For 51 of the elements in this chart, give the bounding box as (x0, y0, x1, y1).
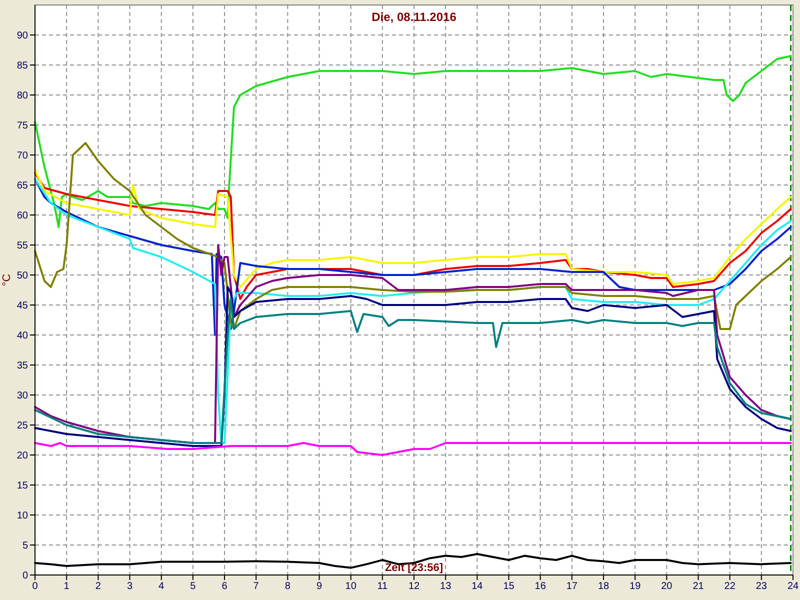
x-tick-label: 9 (316, 581, 322, 592)
y-tick-label: 25 (16, 420, 28, 432)
x-tick-label: 6 (222, 581, 228, 592)
x-tick-label: 13 (440, 581, 452, 592)
y-tick-label: 65 (16, 180, 28, 192)
y-tick-label: 0 (22, 570, 28, 582)
line-series (34, 142, 792, 330)
x-tick-label: 12 (408, 581, 420, 592)
x-tick-label: 15 (503, 581, 515, 592)
x-tick-label: 2 (95, 581, 102, 592)
y-tick-label: 85 (16, 60, 28, 72)
x-tick-label: 17 (566, 581, 578, 592)
x-tick-label: 4 (158, 581, 165, 592)
y-tick-label: 5 (22, 540, 28, 552)
x-tick-label: 18 (598, 581, 610, 592)
y-tick-label: 20 (16, 450, 28, 462)
y-tick-label: 80 (16, 90, 28, 102)
chart-title: Die, 08.11.2016 (372, 10, 457, 24)
y-tick-label: 15 (16, 480, 28, 492)
y-tick-label: 50 (16, 270, 28, 282)
x-tick-label: 7 (253, 581, 260, 592)
line-series (34, 442, 792, 456)
line-series (34, 55, 792, 228)
y-tick-label: 40 (16, 330, 28, 342)
y-tick-label: 55 (16, 240, 28, 252)
y-tick-label: 10 (16, 510, 28, 522)
x-tick-label: 21 (692, 581, 704, 592)
x-tick-label: 3 (126, 581, 133, 592)
y-tick-label: 75 (16, 120, 28, 132)
y-tick-label: 70 (16, 150, 28, 162)
y-tick-label: 60 (16, 210, 28, 222)
x-axis-title: Zeit [23:56] (384, 562, 444, 574)
x-tick-label: 0 (32, 581, 38, 592)
x-tick-label: 10 (345, 581, 357, 592)
line-series (34, 244, 792, 444)
y-tick-label: 35 (16, 360, 28, 372)
y-tick-label: 45 (16, 300, 28, 312)
x-tick-label: 19 (630, 581, 642, 592)
x-tick-label: 20 (661, 581, 673, 592)
y-tick-label: 30 (16, 390, 28, 402)
x-tick-label: 23 (756, 581, 768, 592)
x-tick-label: 8 (284, 581, 291, 592)
x-tick-label: 1 (64, 581, 70, 592)
x-tick-label: 24 (787, 581, 799, 592)
x-tick-label: 5 (190, 581, 196, 592)
y-axis-title: °C (1, 274, 13, 286)
x-tick-label: 14 (472, 581, 484, 592)
y-tick-label: 90 (16, 30, 28, 42)
x-tick-label: 16 (534, 581, 546, 592)
x-tick-label: 22 (724, 581, 736, 592)
x-tick-label: 11 (377, 581, 388, 592)
